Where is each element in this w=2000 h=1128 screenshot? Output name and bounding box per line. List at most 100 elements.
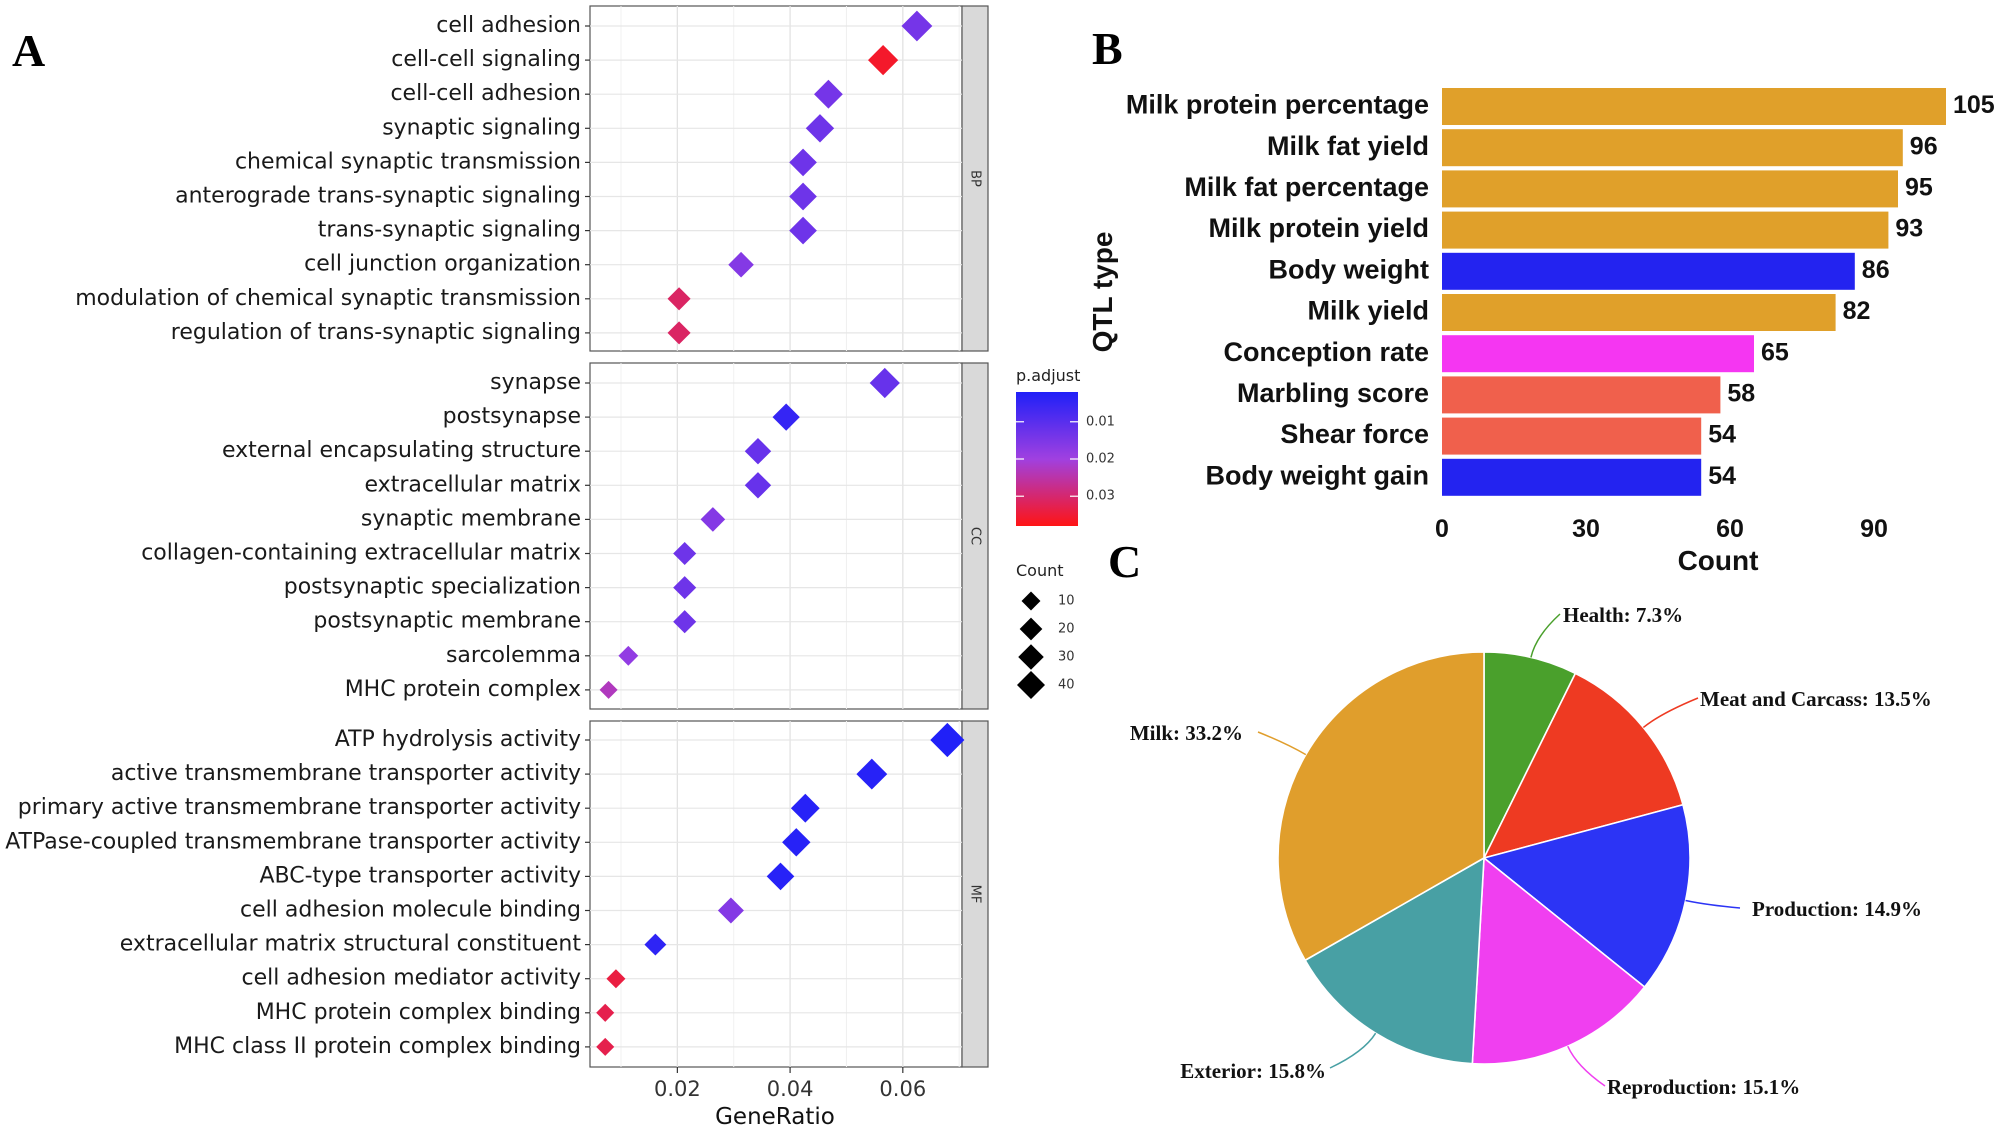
bar	[1442, 88, 1946, 125]
panel-letter-a: A	[12, 25, 45, 76]
panel-letter-c: C	[1108, 536, 1141, 587]
enrichment-point	[789, 148, 817, 177]
pie-label: Reproduction: 15.1%	[1607, 1075, 1800, 1099]
term-label: synapse	[490, 370, 581, 395]
bar-value-label: 65	[1761, 338, 1789, 366]
bar-category-label: Milk protein yield	[1208, 213, 1429, 243]
pie-label: Meat and Carcass: 13.5%	[1700, 687, 1932, 711]
term-label: MHC class II protein complex binding	[174, 1034, 581, 1059]
facet-panel	[589, 362, 963, 710]
term-label: trans-synaptic signaling	[318, 218, 581, 243]
enrichment-point	[789, 182, 817, 211]
pie-slice	[1482, 672, 1684, 860]
facet-mf: MF ATP hydrolysis activity active transmem…	[5, 720, 989, 1068]
bar-category-label: Body weight	[1269, 254, 1430, 284]
bar-value-label: 54	[1708, 462, 1736, 490]
term-label: external encapsulating structure	[222, 438, 581, 463]
enrichment-point	[673, 576, 697, 600]
enrichment-point	[930, 722, 965, 758]
enrichment-point	[606, 969, 626, 989]
enrichment-point	[867, 45, 899, 76]
bar-x-tick-label: 90	[1860, 515, 1888, 543]
bar	[1442, 376, 1721, 414]
padjust-legend-title: p.adjust	[1016, 366, 1080, 385]
x-tick-label: 0.04	[767, 1077, 814, 1101]
count-legend-label: 10	[1058, 594, 1075, 609]
enrichment-point	[667, 287, 691, 311]
facet-strip-label: MF	[968, 885, 983, 904]
bar	[1442, 417, 1702, 455]
pie-leader-line	[1567, 1045, 1606, 1087]
pie-leader-line	[1257, 731, 1307, 756]
enrichment-point	[728, 251, 754, 278]
term-label: cell adhesion molecule binding	[240, 898, 581, 923]
bar-series: Milk protein percentage 105 Milk fat yield…	[1126, 88, 1995, 496]
pie-slice	[1277, 651, 1485, 962]
facet-gridlines	[620, 6, 960, 351]
count-legend-label: 20	[1058, 622, 1075, 637]
pie-leader-line	[1329, 1032, 1377, 1069]
bar-row: Milk protein percentage 105	[1126, 88, 1995, 125]
padjust-legend: p.adjust 0.01 0.02 0.03	[1016, 366, 1115, 526]
bar	[1442, 335, 1754, 373]
bar-row: Milk fat yield 96	[1267, 129, 1938, 167]
facet-strip	[961, 362, 989, 710]
colorbar-label: 0.03	[1086, 489, 1115, 504]
term-label: synaptic signaling	[382, 115, 581, 140]
enrichment-point	[667, 321, 691, 345]
pie-leader-line	[1530, 613, 1561, 658]
count-legend-key	[1017, 671, 1045, 699]
term-label: ABC-type transporter activity	[259, 863, 581, 888]
pie-leader-line	[1642, 697, 1699, 729]
pie-slice	[1304, 856, 1485, 1065]
bar-category-label: Body weight gain	[1205, 460, 1429, 490]
term-label: ATP hydrolysis activity	[335, 727, 581, 752]
facet-bp: BP cell adhesion cell-cell signaling cell-c…	[75, 5, 989, 352]
facet-strip	[961, 720, 989, 1068]
enrichment-point	[673, 610, 697, 634]
term-label: modulation of chemical synaptic transmis…	[75, 286, 581, 311]
bar-row: Body weight 86	[1269, 252, 1890, 290]
facet-gridlines	[620, 721, 960, 1067]
term-label: primary active transmembrane transporter…	[18, 795, 581, 820]
pie-labels: Health: 7.3% Meat and Carcass: 13.5% Produ…	[1130, 603, 1932, 1099]
count-legend-key	[1018, 644, 1044, 670]
bar-value-label: 105	[1953, 91, 1995, 119]
term-label: active transmembrane transporter activit…	[111, 761, 581, 786]
bar-row: Milk fat percentage 95	[1184, 170, 1933, 208]
term-label: MHC protein complex	[345, 677, 581, 702]
qtl-type-bar-chart: QTL type Milk protein percentage 105Milk …	[1087, 88, 1995, 576]
term-label: extracellular matrix	[365, 472, 581, 497]
enrichment-point	[805, 114, 835, 143]
enrichment-point	[766, 862, 795, 891]
bar-row: Body weight gain 54	[1205, 458, 1736, 496]
bar-value-label: 96	[1910, 132, 1938, 160]
colorbar-label: 0.02	[1086, 452, 1115, 467]
term-label: extracellular matrix structural constitu…	[120, 932, 582, 957]
bar-row: Conception rate 65	[1223, 335, 1789, 373]
enrichment-point	[596, 1003, 615, 1022]
term-label: ATPase-coupled transmembrane transporter…	[5, 829, 581, 854]
pie-label: Exterior: 15.8%	[1180, 1059, 1326, 1083]
bar-value-label: 54	[1708, 421, 1736, 449]
bar-category-label: Marbling score	[1237, 378, 1429, 408]
dotplot-facets: BP cell adhesion cell-cell signaling cell-c…	[5, 5, 989, 1068]
go-enrichment-dotplot: BP cell adhesion cell-cell signaling cell-c…	[5, 5, 1115, 1128]
colorbar-label: 0.01	[1086, 414, 1115, 429]
term-label: postsynaptic specialization	[284, 575, 581, 600]
count-legend-title: Count	[1016, 561, 1064, 580]
term-label: cell adhesion	[436, 13, 581, 38]
term-label: cell junction organization	[304, 252, 581, 277]
enrichment-point	[782, 828, 811, 857]
bar	[1442, 252, 1855, 290]
term-label: sarcolemma	[446, 643, 581, 668]
padjust-legend-ticks: 0.01 0.02 0.03	[1016, 414, 1115, 504]
term-label: anterograde trans-synaptic signaling	[175, 184, 581, 209]
bar-x-tick-label: 30	[1572, 515, 1600, 543]
enrichment-point	[644, 933, 667, 956]
term-label: cell adhesion mediator activity	[242, 966, 582, 991]
count-legend-label: 30	[1058, 650, 1075, 665]
bar-value-label: 93	[1895, 215, 1923, 243]
pie-label: Milk: 33.2%	[1130, 721, 1243, 745]
pie-label: Health: 7.3%	[1563, 603, 1683, 627]
